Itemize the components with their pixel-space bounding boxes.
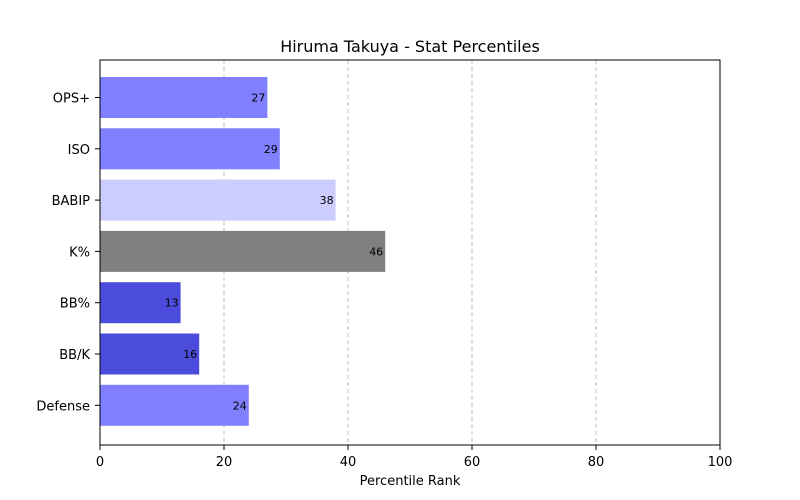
y-tick-label: BB% [60, 297, 90, 312]
y-tick-label: Defense [36, 399, 90, 414]
bar-value-label: 16 [183, 348, 197, 361]
bars: 27 29 38 46 13 16 24 [100, 77, 386, 426]
bar [100, 333, 200, 375]
bar [100, 230, 386, 272]
bar-value-label: 13 [165, 297, 179, 310]
y-tick-label: K% [69, 245, 90, 260]
bar-value-label: 29 [264, 143, 278, 156]
y-tick-label: BB/K [59, 348, 90, 363]
bar [100, 77, 268, 118]
bar [100, 179, 336, 221]
y-tick-label: ISO [68, 143, 90, 158]
x-tick-label: 0 [96, 455, 104, 470]
x-axis-label: Percentile Rank [360, 474, 461, 489]
x-tick-label: 40 [340, 455, 357, 470]
bar-value-label: 46 [369, 245, 383, 258]
bar [100, 282, 181, 324]
bar-value-label: 27 [251, 92, 265, 105]
x-tick-label: 20 [216, 455, 233, 470]
x-tick-label: 100 [708, 455, 733, 470]
y-tick-label: BABIP [52, 194, 91, 209]
bar [100, 384, 249, 426]
bar-value-label: 24 [233, 399, 247, 412]
plot-frame [99, 59, 721, 446]
x-tick-label: 60 [464, 455, 481, 470]
chart-title: Hiruma Takuya - Stat Percentiles [280, 37, 540, 56]
y-axis-ticks: OPS+ ISO BABIP K% BB% BB/K Defense [36, 92, 100, 414]
bar-value-label: 38 [320, 194, 334, 207]
x-axis-ticks: 0 20 40 60 80 100 [96, 445, 733, 470]
y-tick-label: OPS+ [53, 92, 90, 107]
bar [100, 128, 280, 170]
x-tick-label: 80 [588, 455, 605, 470]
